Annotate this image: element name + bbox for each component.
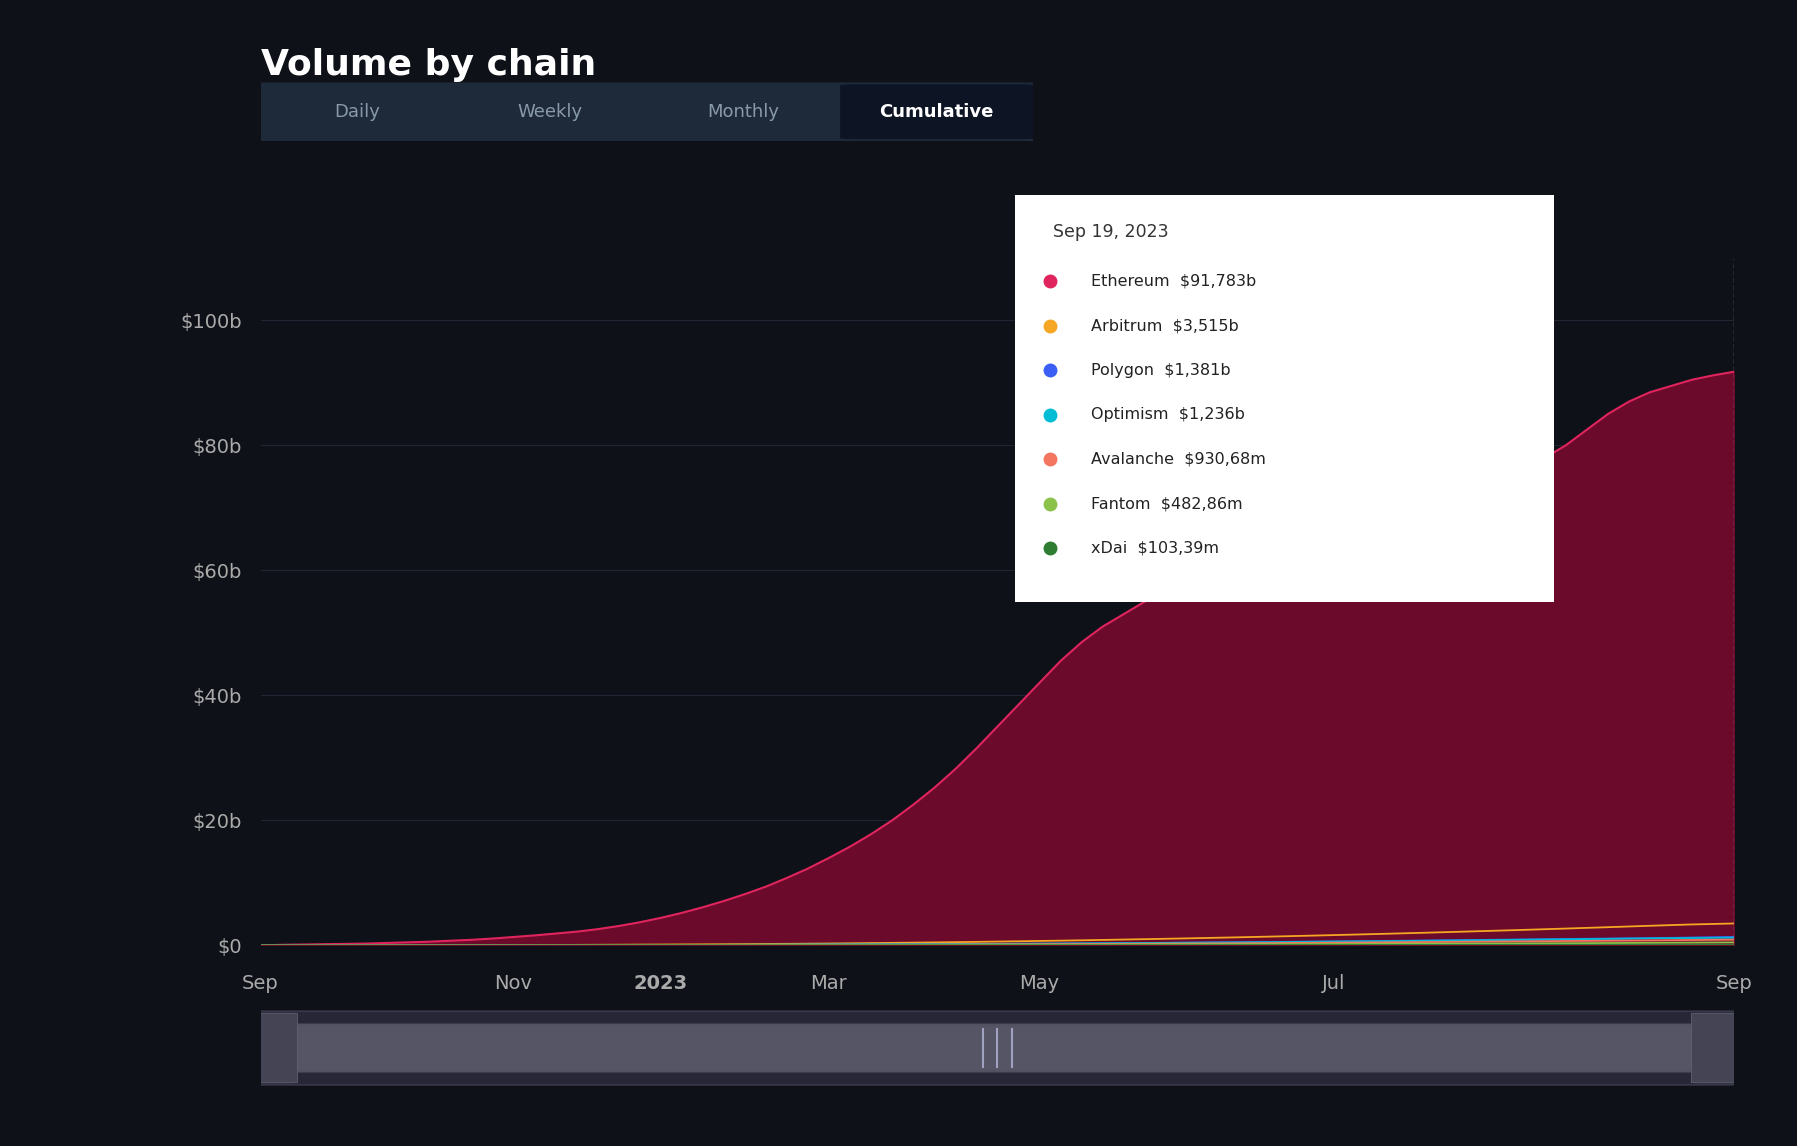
Text: Monthly: Monthly: [708, 103, 780, 120]
Text: Sep: Sep: [1716, 974, 1752, 994]
FancyBboxPatch shape: [275, 1023, 1720, 1073]
Text: Sep: Sep: [243, 974, 279, 994]
Text: Arbitrum  $3,515b: Arbitrum $3,515b: [1091, 319, 1238, 333]
Text: Avalanche  $930,68m: Avalanche $930,68m: [1091, 452, 1265, 466]
Text: Cumulative: Cumulative: [879, 103, 994, 120]
Text: Weekly: Weekly: [518, 103, 582, 120]
Text: May: May: [1019, 974, 1060, 994]
FancyBboxPatch shape: [253, 1011, 1741, 1085]
Text: Nov: Nov: [494, 974, 532, 994]
FancyBboxPatch shape: [839, 85, 1033, 139]
Text: Jul: Jul: [1323, 974, 1346, 994]
FancyBboxPatch shape: [275, 1026, 1720, 1070]
Text: Daily: Daily: [334, 103, 381, 120]
Text: Ethereum  $91,783b: Ethereum $91,783b: [1091, 274, 1256, 289]
Text: 2023: 2023: [634, 974, 688, 994]
Text: xDai  $103,39m: xDai $103,39m: [1091, 541, 1218, 556]
Text: Mar: Mar: [810, 974, 848, 994]
FancyBboxPatch shape: [1691, 1013, 1745, 1083]
Text: Optimism  $1,236b: Optimism $1,236b: [1091, 407, 1245, 423]
Text: Sep 19, 2023: Sep 19, 2023: [1053, 223, 1168, 242]
Text: Polygon  $1,381b: Polygon $1,381b: [1091, 363, 1231, 378]
Text: Fantom  $482,86m: Fantom $482,86m: [1091, 496, 1242, 511]
FancyBboxPatch shape: [244, 1013, 298, 1083]
Text: Volume by chain: Volume by chain: [261, 48, 597, 83]
FancyBboxPatch shape: [994, 179, 1576, 618]
FancyBboxPatch shape: [253, 83, 1040, 141]
